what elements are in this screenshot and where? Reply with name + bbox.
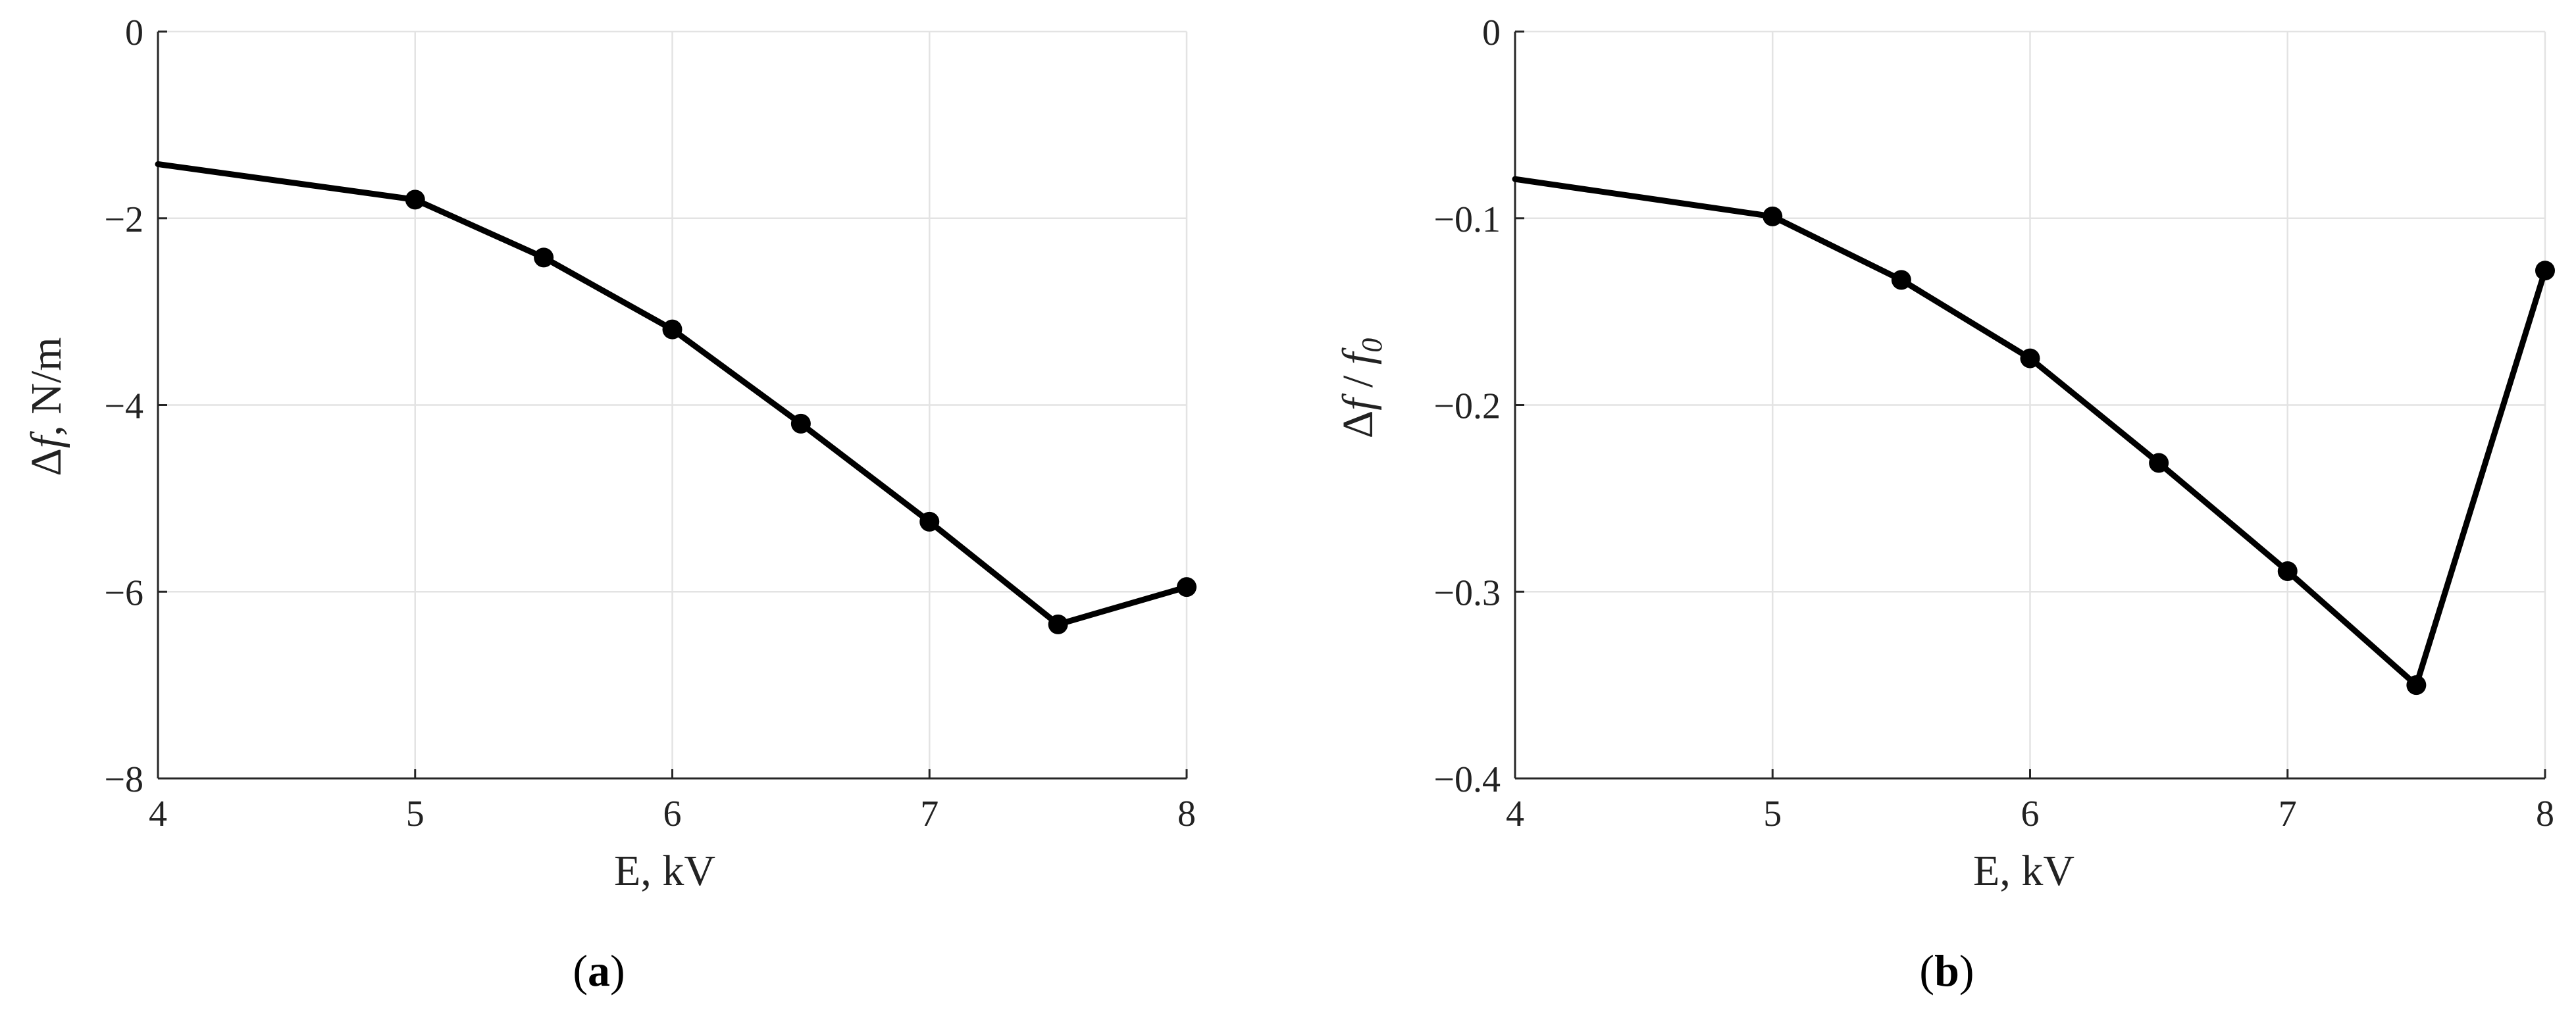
- series-a: [155, 161, 1197, 634]
- y-tick-label-a-1: −2: [104, 199, 143, 240]
- y-tick-label-a-4: −8: [104, 759, 143, 800]
- x-tick-label-a-3: 7: [920, 794, 939, 834]
- data-point-a-6: [1048, 614, 1068, 634]
- data-point-b-6: [2406, 675, 2427, 696]
- series-line-b: [1512, 176, 2548, 688]
- data-point-b-3: [2020, 348, 2040, 368]
- grid-b: [1514, 30, 2546, 780]
- ticks-b: 4 5 6 7 8 0 −0.1 −0.2 −0.3 −0.4: [1433, 13, 2554, 834]
- y-tick-label-b-4: −0.4: [1433, 759, 1501, 800]
- x-axis-title-a: E, kV: [614, 847, 715, 895]
- panel-b: 4 5 6 7 8 0 −0.1 −0.2 −0.3 −0.4 E, kV Δf / f0 (b): [1334, 13, 2555, 996]
- data-point-b-1: [1763, 206, 1783, 226]
- x-tick-label-b-4: 8: [2536, 794, 2554, 834]
- x-tick-label-a-1: 5: [406, 794, 425, 834]
- data-point-b-5: [2277, 561, 2298, 582]
- y-tick-label-a-3: −6: [104, 572, 143, 613]
- x-tick-label-b-3: 7: [2279, 794, 2297, 834]
- data-point-a-1: [405, 190, 425, 210]
- panel-label-a: (a): [573, 946, 625, 996]
- y-tick-label-a-0: 0: [125, 13, 143, 53]
- x-tick-label-a-4: 8: [1177, 794, 1196, 834]
- data-point-a-7: [1177, 577, 1197, 597]
- y-tick-label-b-3: −0.3: [1433, 572, 1501, 613]
- data-point-a-3: [662, 319, 683, 340]
- data-point-b-4: [2149, 453, 2169, 473]
- x-tick-label-b-2: 6: [2021, 794, 2040, 834]
- ticks-a: 4 5 6 7 8 0 −2 −4 −6 −8: [104, 13, 1196, 834]
- data-point-a-4: [790, 413, 811, 434]
- series-line-a: [155, 161, 1190, 628]
- y-tick-label-b-0: 0: [1482, 13, 1501, 53]
- y-tick-label-b-1: −0.1: [1433, 199, 1501, 240]
- x-tick-label-a-0: 4: [149, 794, 167, 834]
- data-point-a-2: [534, 247, 554, 268]
- grid-a: [157, 30, 1188, 780]
- x-axis-title-b: E, kV: [1973, 847, 2074, 895]
- x-tick-label-b-0: 4: [1506, 794, 1524, 834]
- data-point-b-2: [1891, 270, 1911, 290]
- data-point-a-5: [919, 511, 940, 532]
- x-tick-label-a-2: 6: [663, 794, 682, 834]
- panel-label-b: (b): [1919, 946, 1974, 996]
- x-tick-label-b-1: 5: [1763, 794, 1782, 834]
- y-tick-label-a-2: −4: [104, 386, 143, 427]
- y-tick-label-b-2: −0.2: [1433, 386, 1501, 427]
- panel-a: 4 5 6 7 8 0 −2 −4 −6 −8 E, kV Δf, N/m (a): [22, 13, 1197, 996]
- y-axis-title-b: Δf / f0: [1334, 338, 1388, 438]
- series-b: [1512, 176, 2555, 696]
- data-point-b-7: [2535, 261, 2555, 281]
- y-axis-title-a: Δf, N/m: [22, 337, 70, 476]
